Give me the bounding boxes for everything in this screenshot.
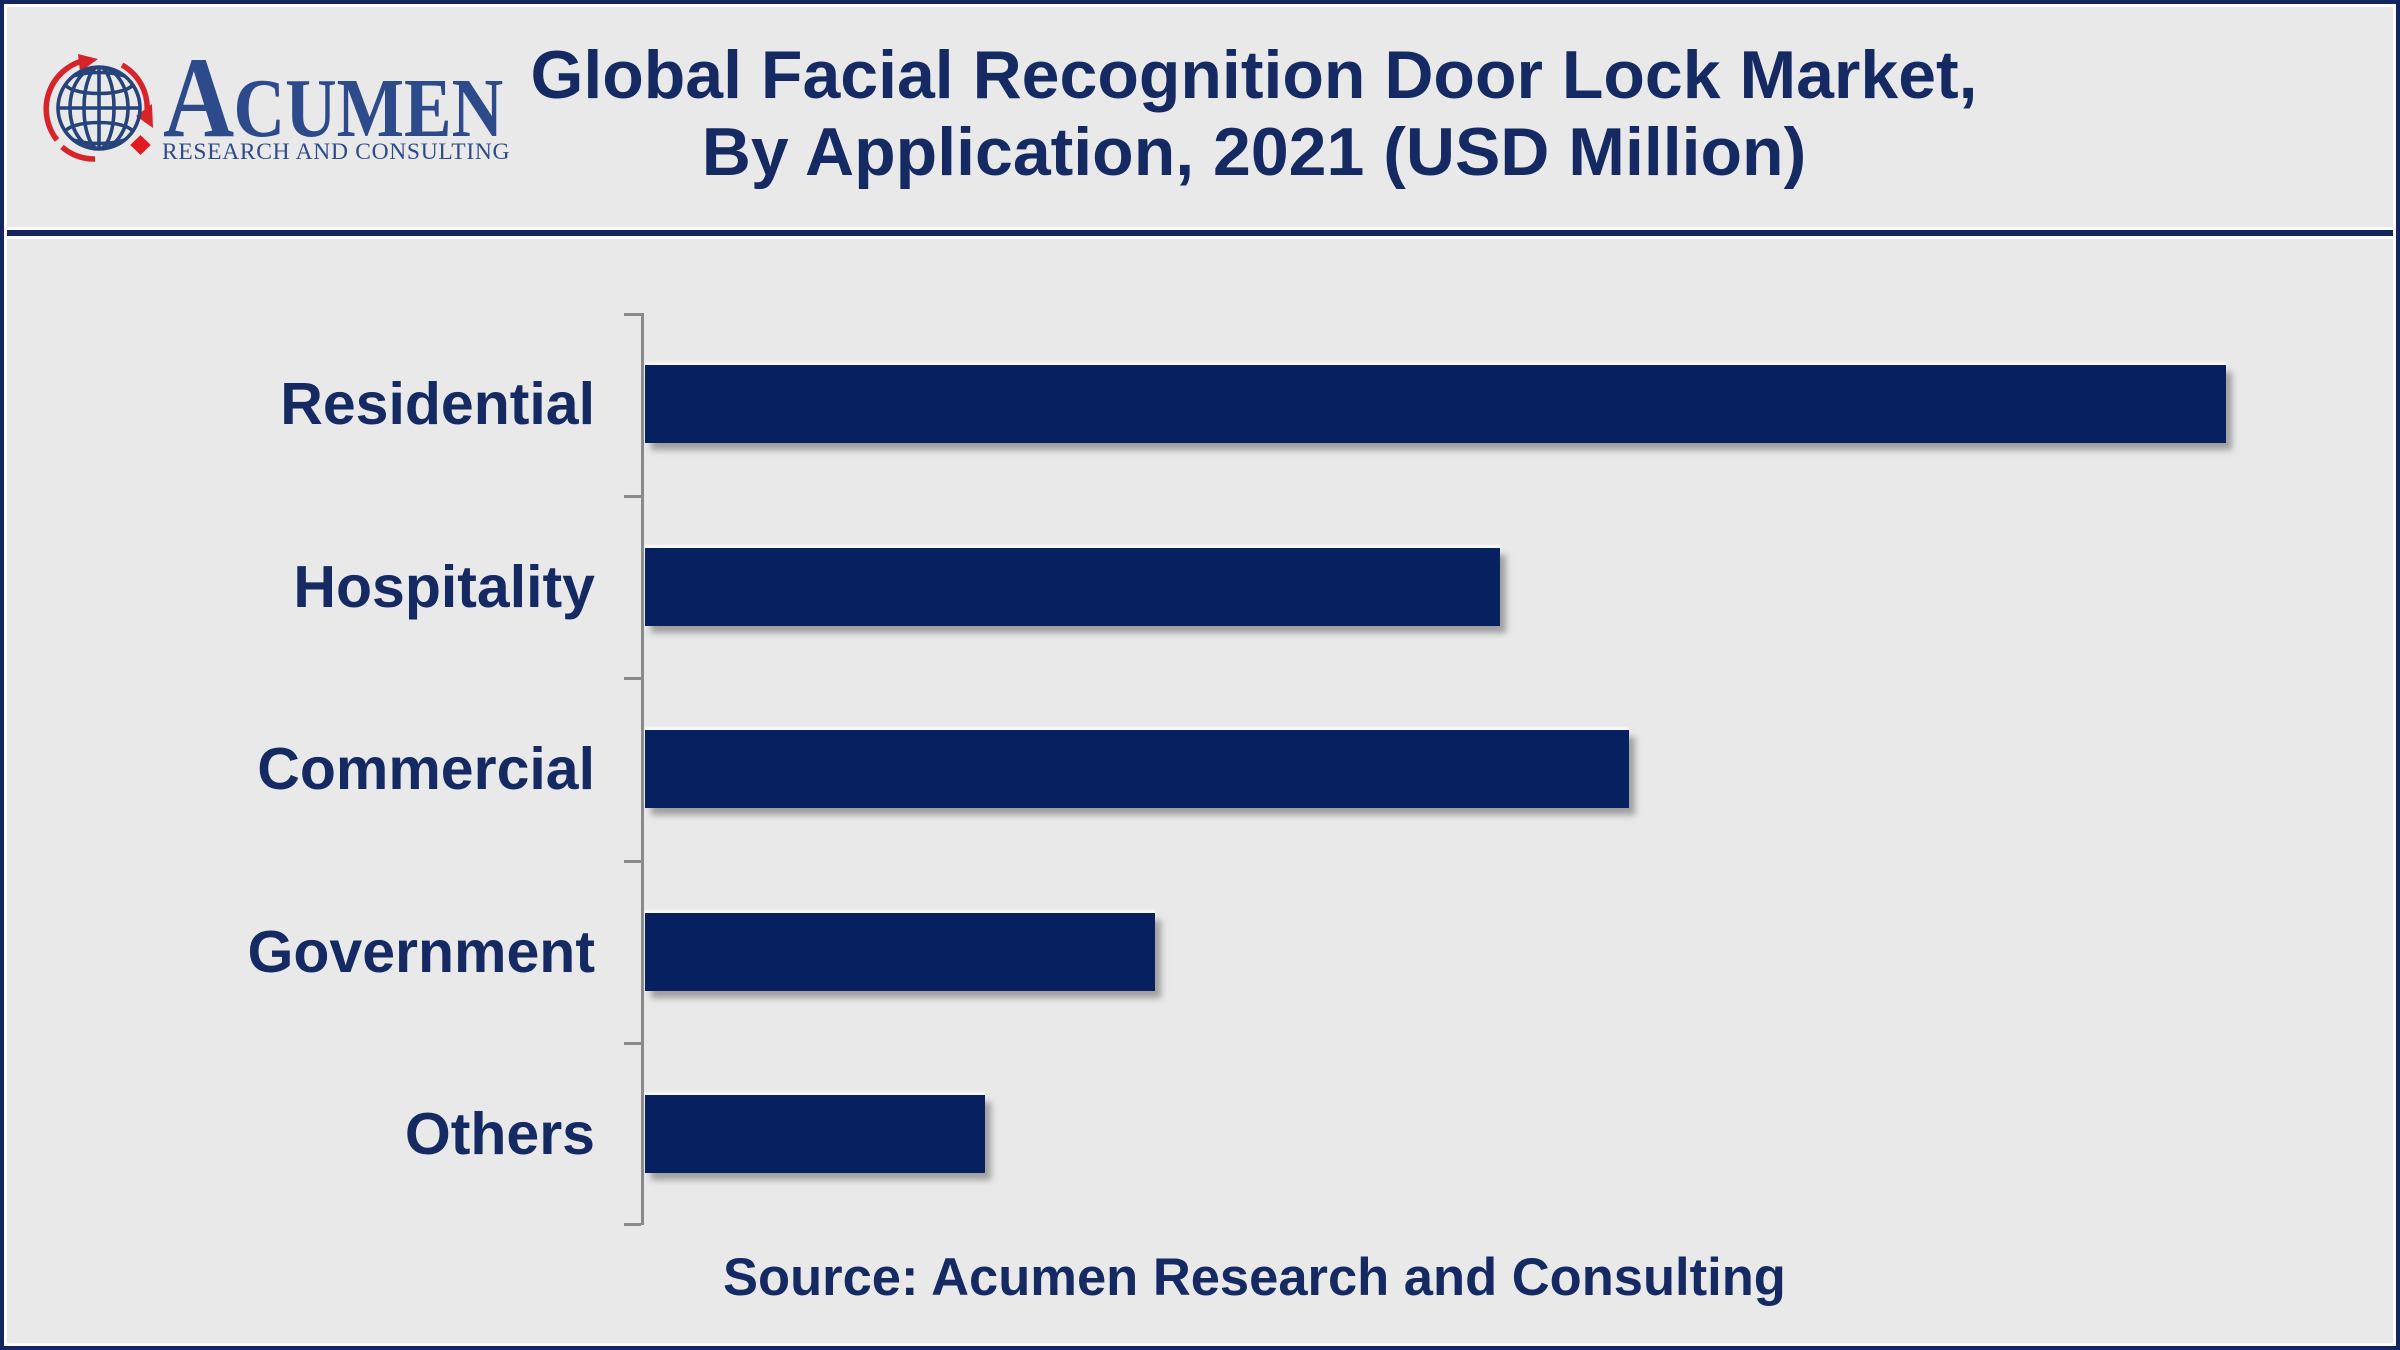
svg-text:A: A bbox=[163, 34, 234, 162]
svg-text:CUMEN: CUMEN bbox=[234, 62, 504, 155]
svg-text:RESEARCH AND CONSULTING: RESEARCH AND CONSULTING bbox=[162, 139, 510, 165]
